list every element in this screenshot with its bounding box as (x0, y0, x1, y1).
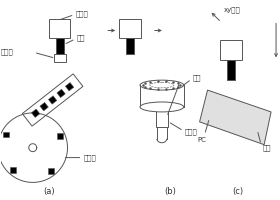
Text: (a): (a) (43, 187, 54, 196)
Text: 焊盘: 焊盘 (262, 144, 271, 151)
Text: 送料器: 送料器 (83, 154, 96, 161)
Bar (220, 40, 242, 60)
Bar (126, 38, 134, 54)
Ellipse shape (150, 82, 174, 88)
Text: xy运动: xy运动 (223, 6, 240, 13)
Bar (53, 54, 66, 62)
Text: 贴片头: 贴片头 (75, 10, 88, 17)
Text: 吸嘴: 吸嘴 (76, 35, 85, 41)
Text: 摄像头: 摄像头 (185, 129, 197, 135)
Polygon shape (66, 83, 74, 91)
Polygon shape (200, 90, 271, 145)
Polygon shape (57, 89, 65, 98)
Bar (56, 38, 64, 54)
Polygon shape (48, 168, 54, 174)
Text: (b): (b) (164, 187, 176, 196)
Bar (227, 60, 235, 80)
Polygon shape (10, 167, 16, 173)
Polygon shape (31, 109, 40, 117)
Bar (49, 19, 71, 38)
Polygon shape (22, 74, 83, 126)
Polygon shape (3, 132, 9, 137)
Bar (156, 109, 168, 127)
Text: PC: PC (197, 137, 206, 143)
Text: 元器件: 元器件 (1, 48, 14, 55)
Ellipse shape (140, 80, 184, 90)
Polygon shape (48, 96, 57, 104)
Ellipse shape (140, 102, 184, 112)
Polygon shape (57, 133, 63, 139)
Polygon shape (40, 102, 48, 111)
Text: (c): (c) (232, 187, 243, 196)
Text: 光源: 光源 (193, 75, 201, 81)
Bar (119, 19, 141, 38)
